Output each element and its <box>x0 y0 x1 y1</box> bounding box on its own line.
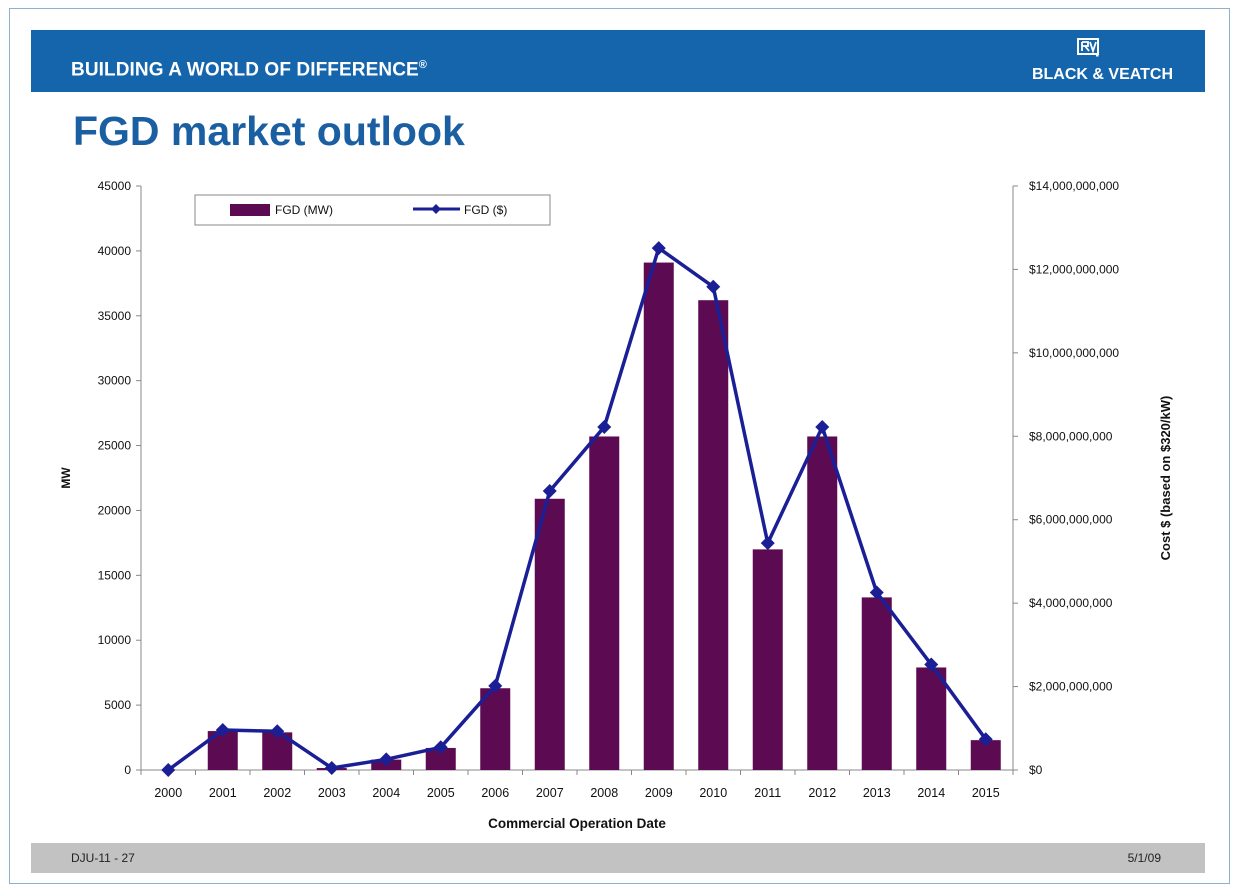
footer-slide-id: DJU-11 - 27 <box>71 851 135 865</box>
y-tick-label-left: 20000 <box>98 503 132 517</box>
y-tick-label-right: $12,000,000,000 <box>1029 262 1119 276</box>
line-marker <box>433 740 448 755</box>
x-tick-label: 2013 <box>863 786 891 800</box>
y-tick-label-left: 35000 <box>98 309 132 323</box>
y-tick-label-right: $2,000,000,000 <box>1029 680 1113 694</box>
y-tick-label-right: $6,000,000,000 <box>1029 513 1113 527</box>
y-tick-label-left: 25000 <box>98 439 132 453</box>
y-tick-label-right: $8,000,000,000 <box>1029 429 1113 443</box>
brand-name: BLACK & VEATCH <box>1031 66 1173 83</box>
footer-bar: DJU-11 - 27 5/1/09 <box>31 843 1205 873</box>
bar <box>480 688 511 770</box>
x-tick-label: 2009 <box>645 786 673 800</box>
line-marker <box>379 752 394 767</box>
y-tick-label-left: 10000 <box>98 633 132 647</box>
y-tick-label-left: 30000 <box>98 374 132 388</box>
bar <box>698 300 729 770</box>
line-marker <box>215 722 230 737</box>
bar <box>861 597 892 770</box>
line-marker <box>706 279 721 294</box>
bar <box>425 747 456 770</box>
x-tick-label: 2002 <box>263 786 291 800</box>
line-marker <box>651 241 666 256</box>
tagline: BUILDING A WORLD OF DIFFERENCE® <box>71 59 428 81</box>
x-tick-label: 2000 <box>154 786 182 800</box>
y-tick-label-left: 5000 <box>104 698 131 712</box>
line-marker <box>978 732 993 747</box>
x-tick-label: 2006 <box>481 786 509 800</box>
x-tick-label: 2010 <box>699 786 727 800</box>
x-tick-label: 2007 <box>536 786 564 800</box>
footer-date: 5/1/09 <box>1127 851 1161 865</box>
bar <box>752 549 783 770</box>
y-tick-label-left: 40000 <box>98 244 132 258</box>
x-tick-label: 2004 <box>372 786 400 800</box>
bar <box>807 436 838 770</box>
page-title: FGD market outlook <box>73 108 465 154</box>
legend-swatch-bar <box>230 204 270 216</box>
line-marker <box>760 536 775 551</box>
bar <box>643 262 674 770</box>
line-series <box>167 246 988 772</box>
line-marker <box>924 657 939 672</box>
x-tick-label: 2005 <box>427 786 455 800</box>
y-tick-label-right: $10,000,000,000 <box>1029 346 1119 360</box>
line-marker <box>869 585 884 600</box>
line-marker <box>542 484 557 499</box>
legend-swatch-marker <box>431 204 441 214</box>
y-axis-title-left: MW <box>59 467 73 489</box>
x-tick-label: 2008 <box>590 786 618 800</box>
y-tick-label-left: 0 <box>124 763 131 777</box>
bar <box>534 498 565 770</box>
y-tick-label-right: $4,000,000,000 <box>1029 596 1113 610</box>
black-veatch-logo-icon <box>1077 38 1099 57</box>
line-marker <box>488 678 503 693</box>
top-banner: BUILDING A WORLD OF DIFFERENCE® BLACK & … <box>31 30 1205 92</box>
x-tick-label: 2014 <box>917 786 945 800</box>
line-marker <box>597 419 612 434</box>
x-tick-label: 2011 <box>754 786 781 800</box>
y-tick-label-left: 45000 <box>98 179 132 193</box>
line-marker <box>270 724 285 739</box>
y-tick-label-right: $14,000,000,000 <box>1029 179 1119 193</box>
bar <box>589 436 620 770</box>
legend-label-bar: FGD (MW) <box>275 203 333 217</box>
legend-label-line: FGD ($) <box>464 203 507 217</box>
line-marker <box>815 419 830 434</box>
x-tick-label: 2015 <box>972 786 1000 800</box>
x-tick-label: 2003 <box>318 786 346 800</box>
y-tick-label-right: $0 <box>1029 763 1043 777</box>
line-marker <box>161 763 176 777</box>
bar <box>916 667 947 770</box>
x-axis-title: Commercial Operation Date <box>488 816 666 831</box>
x-tick-label: 2012 <box>808 786 836 800</box>
line-marker <box>324 760 339 775</box>
y-axis-title-right: Cost $ (based on $320/kW) <box>1158 396 1173 561</box>
x-tick-label: 2001 <box>209 786 237 800</box>
y-tick-label-left: 15000 <box>98 568 132 582</box>
